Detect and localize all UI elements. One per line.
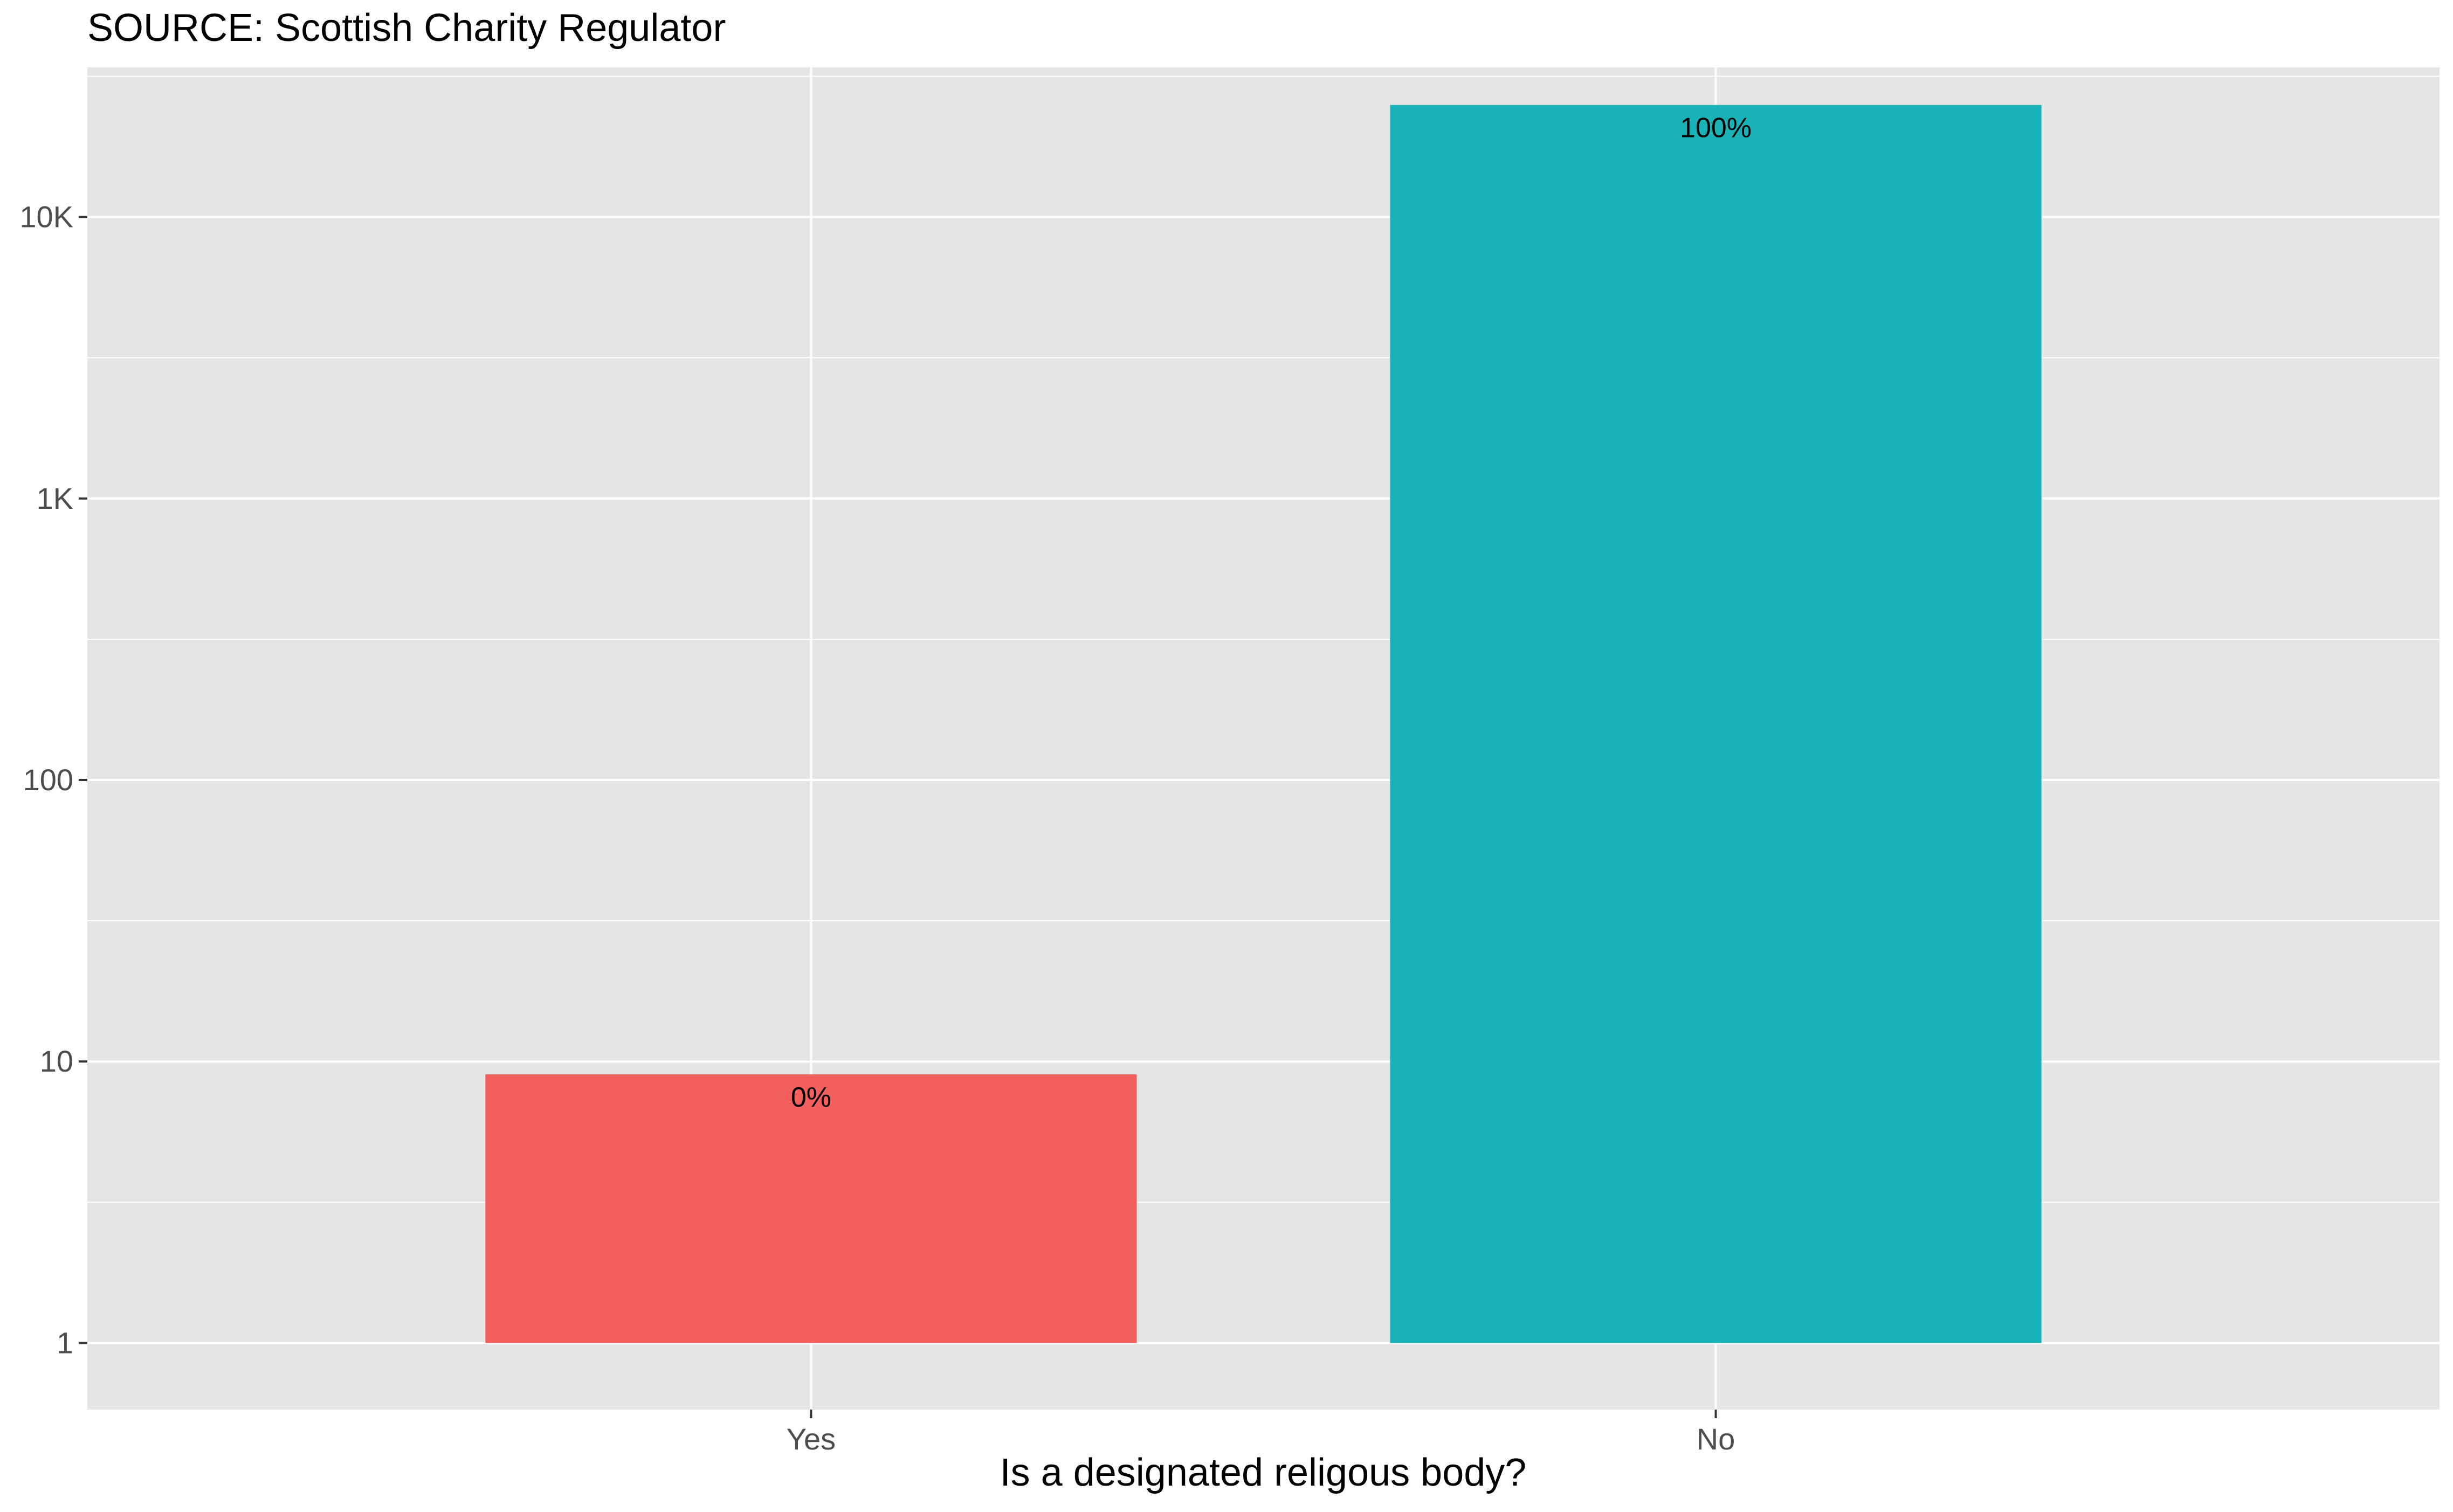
data-label: 0% (791, 1082, 831, 1113)
y-tick-label: 10K (19, 200, 73, 234)
x-axis-title: Is a designated religous body? (1000, 1451, 1527, 1494)
bar-no (1390, 105, 2042, 1343)
x-axis: Yes No (787, 1410, 1735, 1456)
x-tick-label: Yes (787, 1422, 836, 1456)
plot-panel: 0% 100% (87, 67, 2440, 1410)
chart-title: SOURCE: Scottish Charity Regulator (87, 6, 726, 50)
data-labels: 0% 100% (791, 113, 1752, 1113)
bar-yes (485, 1074, 1137, 1343)
y-axis: 1 10 100 1K 10K (19, 200, 87, 1359)
y-tick-label: 1 (57, 1325, 73, 1359)
y-tick-label: 10 (40, 1044, 73, 1078)
panel-background (87, 67, 2440, 1410)
y-tick-label: 1K (37, 481, 74, 515)
bars (485, 105, 2042, 1343)
data-label: 100% (1680, 113, 1752, 144)
x-tick-label: No (1697, 1422, 1735, 1456)
minor-gridlines (87, 75, 2440, 1203)
y-tick-label: 100 (23, 763, 73, 797)
